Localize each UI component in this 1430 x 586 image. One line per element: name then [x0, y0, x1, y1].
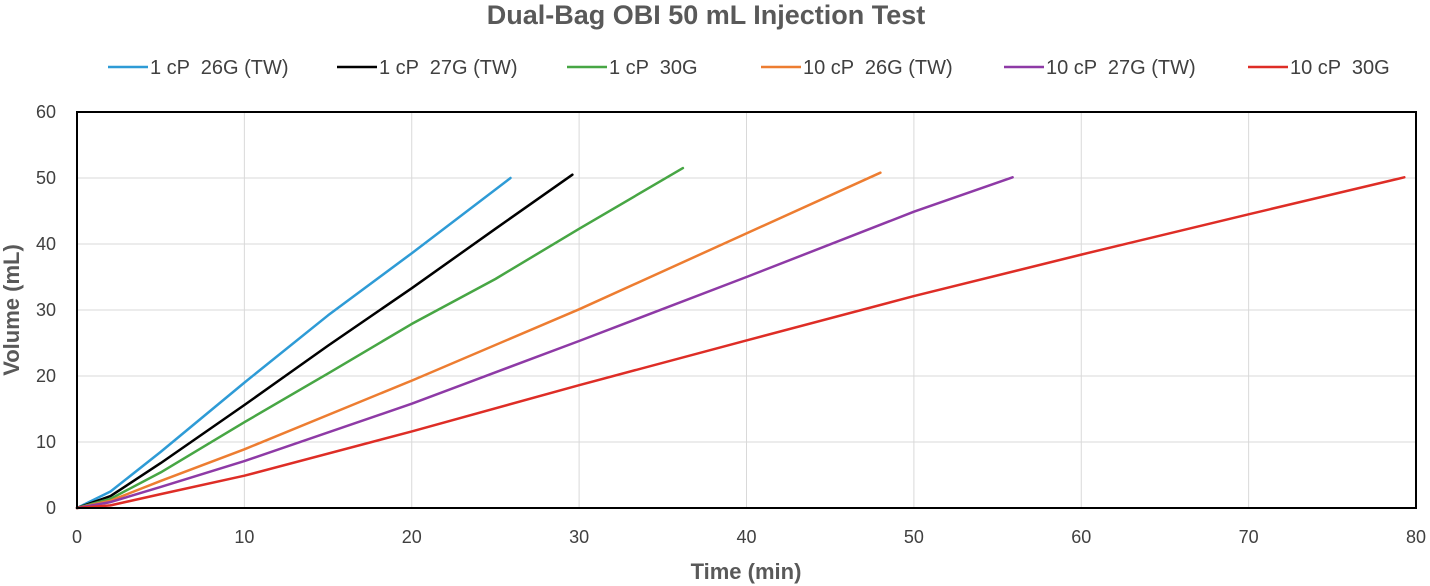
x-tick-label: 30: [569, 527, 589, 547]
legend-item-1: 1 cP 26G (TW): [108, 57, 289, 79]
chart-title: Dual-Bag OBI 50 mL Injection Test: [487, 0, 926, 30]
y-tick-label: 50: [36, 168, 56, 188]
x-tick-label: 0: [72, 527, 82, 547]
x-tick-label: 50: [904, 527, 924, 547]
y-tick-label: 20: [36, 366, 56, 386]
plot-frame: [76, 111, 1417, 509]
legend-label: 10 cP 26G (TW): [803, 57, 953, 79]
x-tick-label: 70: [1239, 527, 1259, 547]
axis-ticks: 0 10 20 30 40 50 60 70 80 0 10 20 30 40 50 60: [36, 102, 1426, 547]
legend-label: 10 cP 27G (TW): [1046, 57, 1196, 79]
x-tick-label: 80: [1406, 527, 1426, 547]
series-line-5: [75, 176, 1014, 510]
legend-item-4: 10 cP 26G (TW): [761, 57, 953, 79]
legend-item-5: 10 cP 27G (TW): [1004, 57, 1196, 79]
y-tick-label: 0: [46, 498, 56, 518]
x-axis-title: Time (min): [691, 559, 802, 584]
y-axis-title: Volume (mL): [0, 244, 24, 376]
series-layer: [75, 166, 1406, 510]
series-line-3: [75, 166, 685, 510]
y-tick-label: 40: [36, 234, 56, 254]
legend: 1 cP 26G (TW) 1 cP 27G (TW) 1 cP 30G 10 cP …: [108, 57, 1390, 79]
series-line-6: [75, 176, 1406, 510]
y-tick-label: 60: [36, 102, 56, 122]
series-line-1: [75, 176, 512, 510]
legend-label: 1 cP 26G (TW): [150, 57, 289, 79]
legend-item-2: 1 cP 27G (TW): [337, 57, 518, 79]
series-line-2: [75, 173, 574, 510]
legend-label: 1 cP 27G (TW): [379, 57, 518, 79]
legend-label: 1 cP 30G: [609, 57, 698, 79]
y-tick-label: 30: [36, 300, 56, 320]
series-line-4: [75, 171, 882, 510]
legend-label: 10 cP 30G: [1290, 57, 1390, 79]
x-tick-label: 10: [234, 527, 254, 547]
y-tick-label: 10: [36, 432, 56, 452]
x-tick-label: 60: [1071, 527, 1091, 547]
x-tick-label: 20: [402, 527, 422, 547]
legend-item-3: 1 cP 30G: [567, 57, 698, 79]
legend-item-6: 10 cP 30G: [1248, 57, 1390, 79]
x-tick-label: 40: [736, 527, 756, 547]
